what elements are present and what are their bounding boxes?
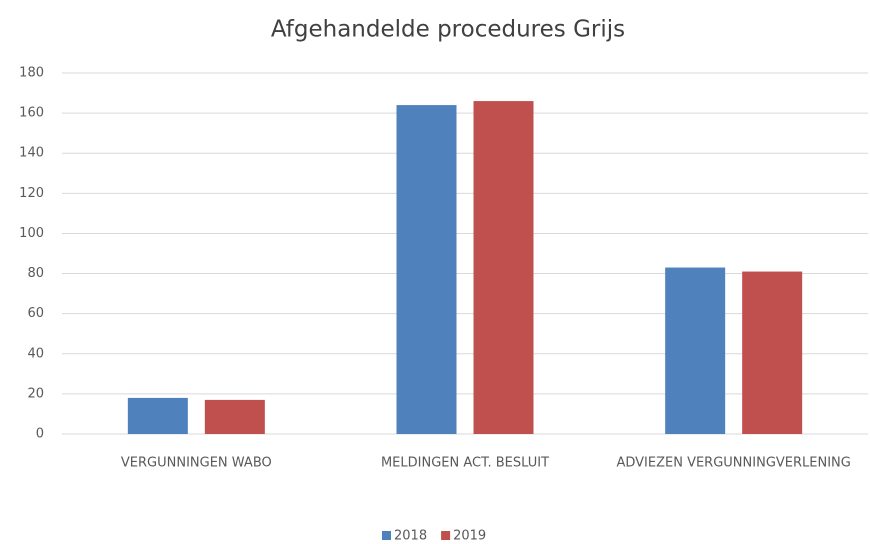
x-tick-label: VERGUNNINGEN WABO: [121, 456, 272, 471]
y-tick-label: 120: [19, 186, 44, 201]
legend-swatch: [382, 531, 391, 540]
y-tick-label: 160: [19, 106, 44, 121]
bar: [742, 271, 803, 434]
y-tick-label: 20: [27, 386, 44, 401]
bar: [665, 267, 726, 434]
x-tick-label: MELDINGEN ACT. BESLUIT: [381, 456, 549, 471]
bar: [396, 105, 457, 434]
legend-label: 2019: [453, 529, 486, 544]
y-tick-label: 100: [19, 226, 44, 241]
bar: [473, 101, 534, 435]
chart-title: Afgehandelde procedures Grijs: [271, 17, 625, 43]
bar: [127, 397, 188, 434]
y-tick-label: 0: [36, 427, 44, 442]
x-tick-label: ADVIEZEN VERGUNNINGVERLENING: [616, 456, 850, 471]
y-tick-label: 80: [27, 266, 44, 281]
y-tick-label: 180: [19, 66, 44, 81]
y-tick-label: 60: [27, 306, 44, 321]
y-tick-label: 140: [19, 146, 44, 161]
y-tick-label: 40: [27, 346, 44, 361]
legend-label: 2018: [394, 529, 427, 544]
bar: [204, 399, 265, 434]
legend-swatch: [441, 531, 451, 540]
